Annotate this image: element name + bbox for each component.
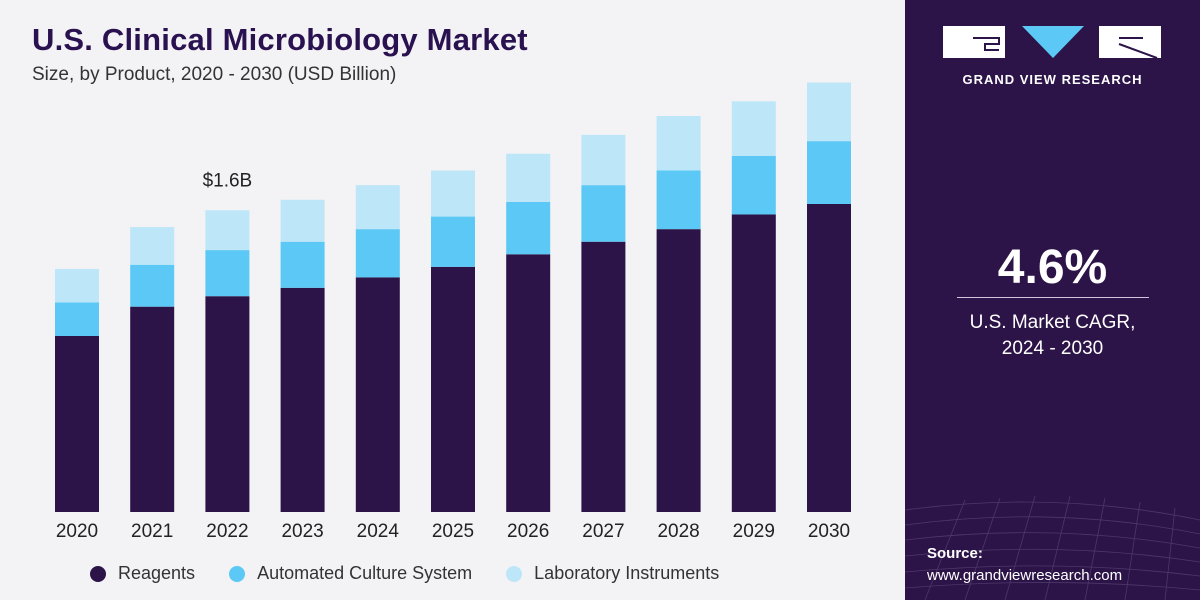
bar-segment-2026-reagents (506, 254, 551, 513)
x-tick-label-2028: 2028 (657, 521, 699, 542)
legend-item-laboratory-instruments: Laboratory Instruments (506, 563, 719, 584)
bar-segment-2025-reagents (431, 266, 475, 512)
legend-item-automated-culture-system: Automated Culture System (229, 563, 472, 584)
stacked-bar-chart: 2020 2021 2022 $1.6B 2023 2024 2025 2026 2027 202… (55, 82, 851, 542)
legend-swatch (506, 565, 523, 582)
bar-segment-2025-laboratory-instruments (431, 170, 475, 217)
cagr-value: 4.6% (997, 241, 1108, 294)
bar-segment-2028-reagents (656, 229, 701, 512)
bar-segment-2030-reagents (807, 204, 851, 512)
bar-segment-2026-automated-culture-system (506, 201, 551, 255)
x-tick-label-2026: 2026 (507, 521, 549, 542)
legend-label: Reagents (118, 563, 196, 583)
bar-segment-2026-laboratory-instruments (506, 153, 551, 202)
bar-segment-2024-automated-culture-system (355, 229, 400, 278)
bar-segment-2023-automated-culture-system (280, 241, 325, 288)
bar-segment-2024-reagents (355, 277, 400, 512)
brand-name: GRAND VIEW RESEARCH (962, 72, 1143, 87)
bar-segment-2021-reagents (130, 306, 175, 512)
x-tick-label-2021: 2021 (131, 521, 173, 542)
chart-panel: U.S. Clinical Microbiology Market Size, … (32, 22, 851, 584)
bar-segment-2022-automated-culture-system (205, 250, 250, 297)
legend-item-reagents: Reagents (90, 563, 195, 584)
bar-segment-2027-automated-culture-system (581, 185, 626, 242)
bar-segment-2030-automated-culture-system (807, 141, 851, 204)
x-tick-label-2025: 2025 (432, 521, 474, 542)
bar-segment-2021-laboratory-instruments (130, 227, 175, 265)
bar-annotation-2022: $1.6B (203, 170, 253, 191)
bar-segment-2028-automated-culture-system (656, 170, 701, 230)
chart-title: U.S. Clinical Microbiology Market (32, 22, 528, 57)
cagr-divider (957, 297, 1149, 298)
bar-segment-2027-laboratory-instruments (581, 134, 626, 186)
bar-segment-2027-reagents (581, 241, 626, 512)
x-tick-label-2029: 2029 (733, 521, 775, 542)
x-tick-label-2024: 2024 (357, 521, 400, 542)
source-label: Source: (927, 545, 983, 562)
legend-label: Automated Culture System (257, 563, 473, 583)
sidebar-panel: GRAND VIEW RESEARCH 4.6% U.S. Market CAG… (905, 0, 1200, 600)
bar-segment-2023-laboratory-instruments (280, 199, 325, 242)
bar-segment-2028-laboratory-instruments (656, 116, 701, 171)
legend-swatch (90, 565, 106, 582)
grand-view-research-logo (943, 26, 1161, 59)
legend-swatch (229, 565, 246, 582)
bar-segment-2020-laboratory-instruments (55, 268, 99, 303)
bar-segment-2029-laboratory-instruments (731, 101, 776, 156)
chart-subtitle: Size, by Product, 2020 - 2030 (USD Billi… (32, 64, 397, 85)
x-tick-label-2030: 2030 (808, 521, 850, 542)
bar-segment-2022-reagents (205, 296, 250, 512)
cagr-label: U.S. Market CAGR, 2024 - 2030 (905, 310, 1200, 362)
chart-legend: Reagents Automated Culture System Laborato… (90, 563, 753, 584)
bar-segment-2029-reagents (731, 214, 776, 512)
bar-segment-2024-laboratory-instruments (355, 185, 400, 230)
cagr-label-line1: U.S. Market CAGR, (969, 312, 1136, 333)
bar-segment-2029-automated-culture-system (731, 155, 776, 215)
x-tick-label-2023: 2023 (281, 521, 323, 542)
bar-segment-2022-laboratory-instruments (205, 210, 250, 251)
bar-segment-2021-automated-culture-system (130, 264, 175, 307)
legend-label: Laboratory Instruments (534, 563, 720, 583)
bar-segment-2020-automated-culture-system (55, 302, 99, 336)
x-tick-label-2022: 2022 (206, 521, 248, 542)
bar-segment-2020-reagents (55, 336, 99, 512)
decorative-grid-graphic (905, 495, 1200, 600)
x-tick-label-2020: 2020 (56, 521, 98, 542)
x-tick-label-2027: 2027 (582, 521, 624, 542)
bar-segment-2023-reagents (280, 287, 325, 512)
bar-segment-2030-laboratory-instruments (807, 82, 851, 142)
source-url: www.grandviewresearch.com (927, 567, 1123, 584)
bar-segment-2025-automated-culture-system (431, 216, 475, 267)
cagr-label-line2: 2024 - 2030 (1001, 338, 1104, 359)
